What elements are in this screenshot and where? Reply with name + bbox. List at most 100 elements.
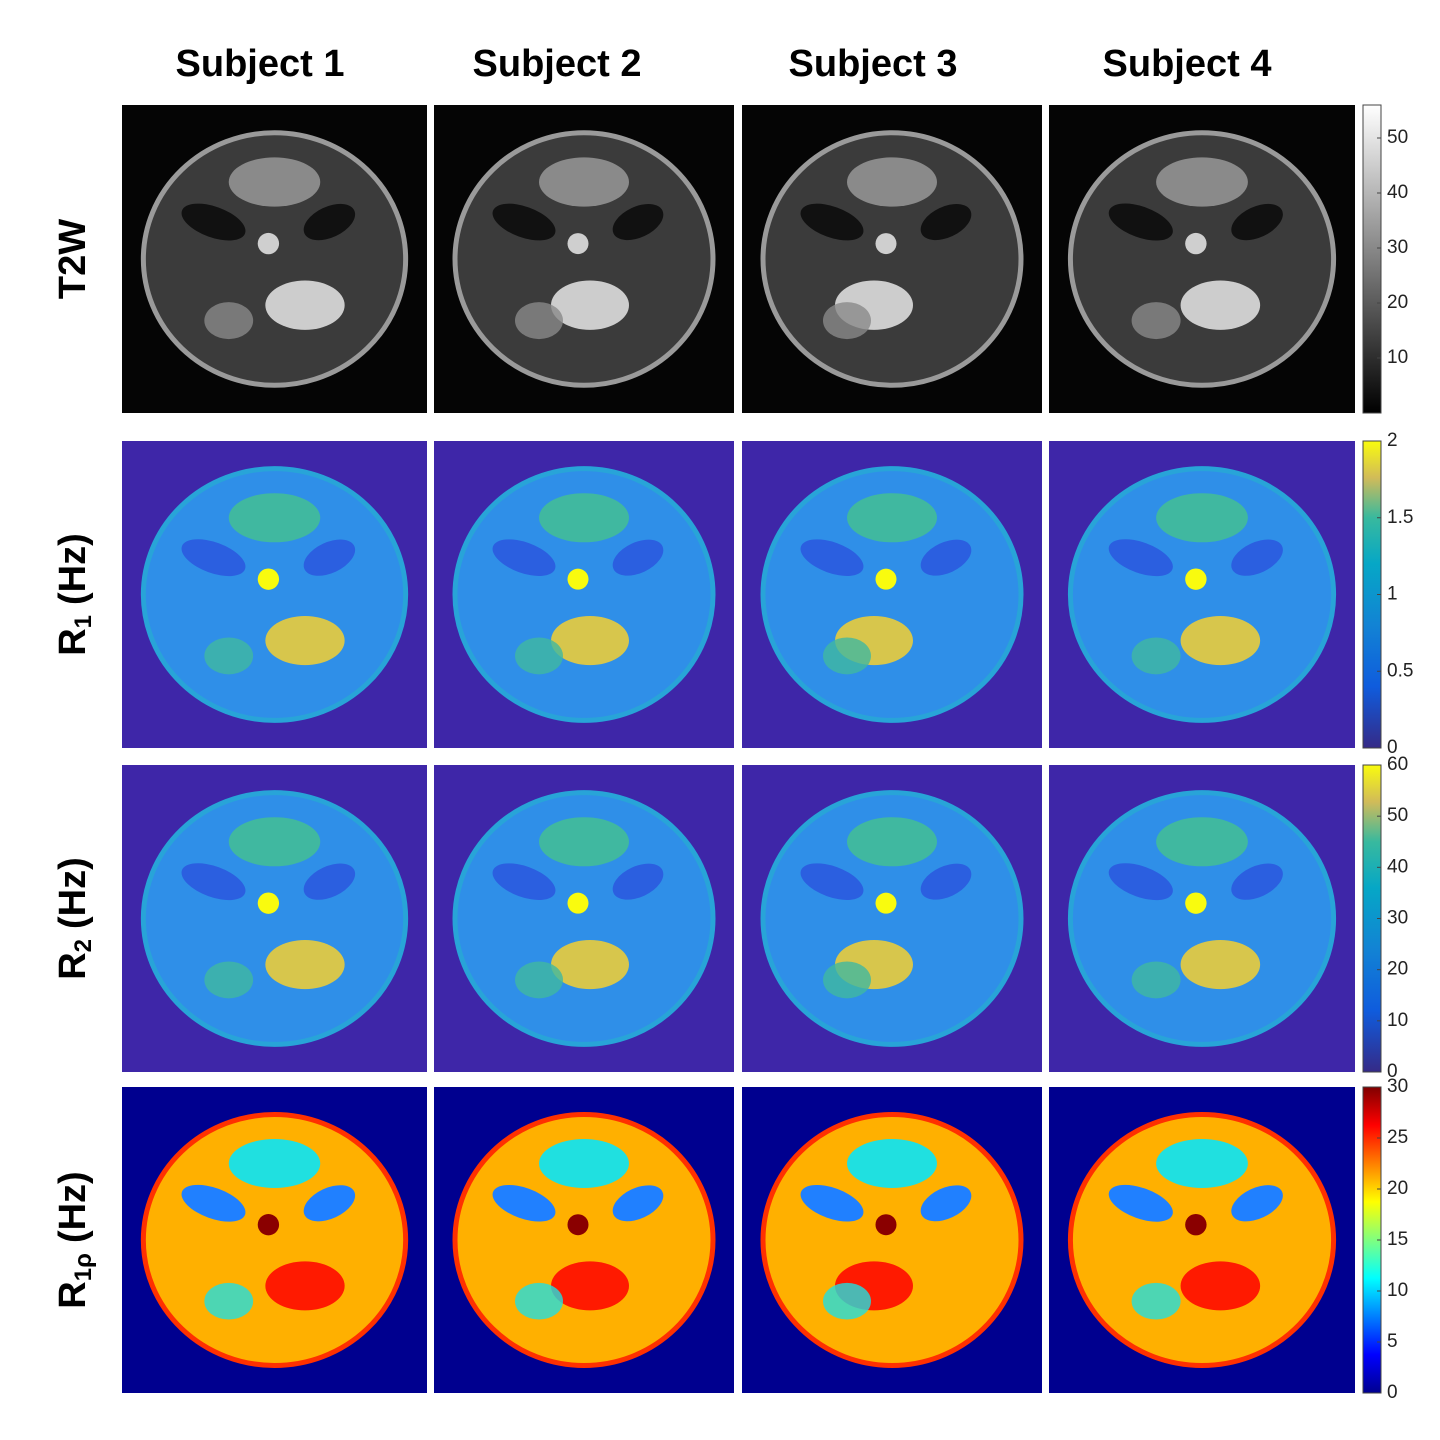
organ — [228, 493, 321, 543]
organ — [257, 1214, 280, 1236]
organ — [920, 1185, 972, 1222]
colorbar-tick-label: 50 — [1387, 805, 1408, 826]
image-panel — [434, 105, 734, 413]
colorbar-tick-label: 2 — [1387, 430, 1398, 451]
column-header: Subject 1 — [176, 43, 345, 85]
organ — [920, 204, 972, 241]
organ — [492, 863, 556, 900]
organ — [551, 615, 629, 666]
organ — [204, 1282, 254, 1320]
organ — [515, 961, 563, 999]
organ — [847, 1139, 937, 1188]
row-label-unit: (Hz) — [52, 857, 94, 929]
organ — [1156, 157, 1248, 207]
colorbar-tick-label: 30 — [1387, 1076, 1408, 1097]
organ — [920, 539, 972, 576]
organ — [1231, 1185, 1283, 1222]
image-panel — [434, 441, 734, 748]
image-panel — [122, 765, 427, 1072]
image-panel — [742, 1087, 1042, 1393]
colorbar-tick-label: 10 — [1387, 1280, 1408, 1301]
organ — [303, 863, 356, 900]
organ — [1231, 203, 1283, 241]
organ — [823, 637, 871, 675]
colorbar-tick-label: 30 — [1387, 908, 1408, 929]
colorbar-tick-label: 1.5 — [1387, 507, 1413, 528]
organ — [265, 615, 345, 666]
colorbar-tick-label: 50 — [1387, 127, 1408, 148]
organ — [1108, 863, 1173, 901]
row-label: R1 (Hz) — [52, 533, 97, 656]
organ — [551, 280, 629, 330]
image-panel — [1049, 105, 1355, 413]
organ — [204, 637, 254, 675]
organ — [551, 939, 629, 990]
organ — [1180, 280, 1261, 330]
organ — [823, 302, 871, 340]
row-label-subscript: 1 — [70, 615, 97, 628]
image-panel — [742, 441, 1042, 748]
organ — [567, 233, 589, 255]
organ — [1180, 939, 1261, 990]
organ — [303, 1185, 356, 1222]
organ — [567, 1214, 589, 1236]
row-label-unit: (Hz) — [52, 1171, 94, 1243]
organ — [492, 539, 556, 576]
image-panel — [1049, 1087, 1355, 1393]
organ — [1156, 1139, 1248, 1188]
organ — [1108, 539, 1173, 577]
organ — [1131, 961, 1181, 999]
organ — [612, 539, 664, 576]
image-panel — [122, 441, 427, 748]
organ — [612, 1185, 664, 1222]
organ — [492, 1185, 556, 1222]
organ — [1185, 568, 1207, 590]
image-panel — [434, 1087, 734, 1393]
organ — [920, 863, 972, 900]
image-panel — [1049, 441, 1355, 748]
organ — [257, 568, 280, 590]
column-header: Subject 2 — [473, 43, 642, 85]
row-label-main: R — [52, 628, 94, 655]
organ — [847, 493, 937, 543]
organ — [492, 203, 556, 241]
organ — [567, 568, 589, 590]
colorbar — [1362, 104, 1382, 414]
row-label-unit: (Hz) — [52, 533, 94, 605]
colorbar-tick-label: 0 — [1387, 737, 1398, 758]
row-label-main: R — [52, 952, 94, 979]
organ — [303, 539, 356, 576]
organ — [875, 1214, 897, 1236]
organ — [875, 568, 897, 590]
organ — [303, 203, 356, 241]
organ — [539, 1139, 629, 1188]
organ — [515, 637, 563, 675]
organ — [181, 1184, 246, 1222]
colorbar-tick-label: 40 — [1387, 856, 1408, 877]
organ — [515, 302, 563, 340]
organ — [265, 1261, 345, 1311]
organ — [612, 204, 664, 241]
organ — [1156, 817, 1248, 867]
colorbar-tick-label: 10 — [1387, 1010, 1408, 1031]
organ — [539, 493, 629, 543]
colorbar-tick-label: 15 — [1387, 1229, 1408, 1250]
colorbar-tick-label: 0 — [1387, 1382, 1398, 1403]
row-label: R2 (Hz) — [52, 857, 97, 980]
organ — [257, 232, 280, 255]
organ — [1185, 892, 1207, 914]
organ — [1185, 1213, 1207, 1236]
image-panel — [122, 1087, 427, 1393]
organ — [228, 157, 321, 207]
colorbar-tick-label: 5 — [1387, 1331, 1398, 1352]
colorbar-tick-label: 10 — [1387, 347, 1408, 368]
row-label-subscript: 2 — [70, 939, 97, 952]
colorbar-tick-label: 60 — [1387, 754, 1408, 775]
organ — [567, 892, 589, 914]
organ — [875, 892, 897, 914]
column-header: Subject 4 — [1103, 43, 1272, 85]
organ — [204, 961, 254, 999]
organ — [800, 539, 864, 576]
organ — [823, 961, 871, 999]
colorbar-tick-label: 0.5 — [1387, 660, 1413, 681]
